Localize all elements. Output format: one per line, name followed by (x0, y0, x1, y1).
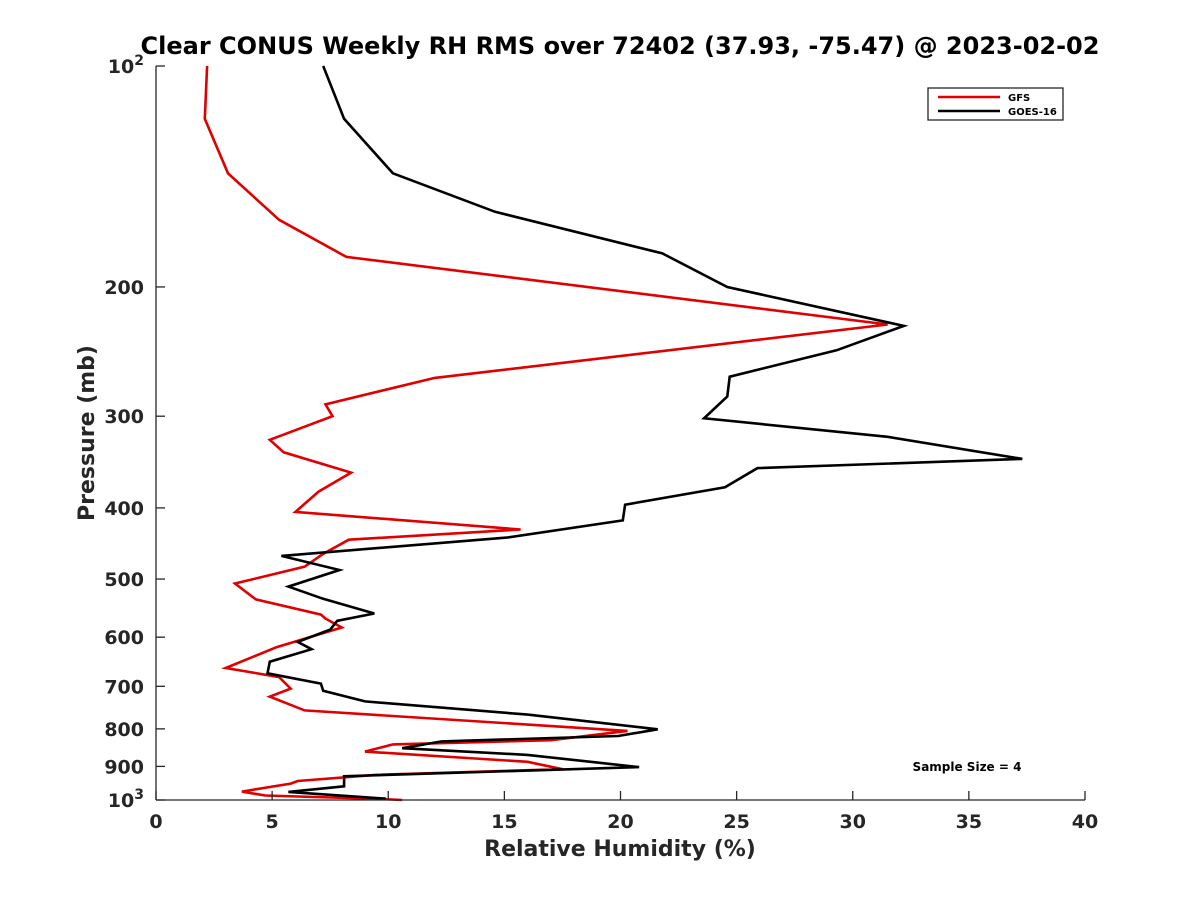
y-tick-label: 800 (104, 719, 144, 741)
x-tick-label: 25 (723, 811, 749, 833)
x-tick-label: 35 (956, 811, 982, 833)
y-tick-label: 600 (104, 627, 144, 649)
legend-label: GFS (1008, 93, 1030, 104)
y-axis-label: Pressure (mb) (75, 345, 100, 521)
x-tick-label: 20 (607, 811, 633, 833)
y-tick-label: 200 (104, 277, 144, 299)
y-tick-label: 700 (104, 676, 144, 698)
legend: GFS GOES-16 (927, 87, 1064, 121)
y-tick-label: 500 (104, 569, 144, 591)
x-tick-label: 0 (149, 811, 162, 833)
x-tick-label: 15 (491, 811, 517, 833)
y-tick-label: 300 (104, 406, 144, 428)
x-axis-label: Relative Humidity (%) (484, 837, 756, 862)
x-tick-label: 40 (1072, 811, 1098, 833)
series-line-goes-16 (265, 65, 1023, 800)
ticks-layer: 0 5 10 15 20 25 30 35 40 200 300 400 500 600 700 800 900… (104, 53, 1098, 833)
y-tick-label-top: 102 (108, 53, 144, 78)
y-tick-label: 900 (104, 756, 144, 778)
y-tick-label: 400 (104, 498, 144, 520)
chart-title: Clear CONUS Weekly RH RMS over 72402 (37… (141, 32, 1100, 60)
sample-size-annotation: Sample Size = 4 (913, 760, 1022, 774)
legend-label: GOES-16 (1008, 107, 1057, 118)
legend-box (927, 87, 1064, 121)
y-tick-label-bottom: 103 (108, 787, 144, 812)
series-layer (203, 65, 1023, 802)
x-tick-label: 30 (840, 811, 866, 833)
x-tick-label: 5 (266, 811, 279, 833)
x-tick-label: 10 (375, 811, 401, 833)
